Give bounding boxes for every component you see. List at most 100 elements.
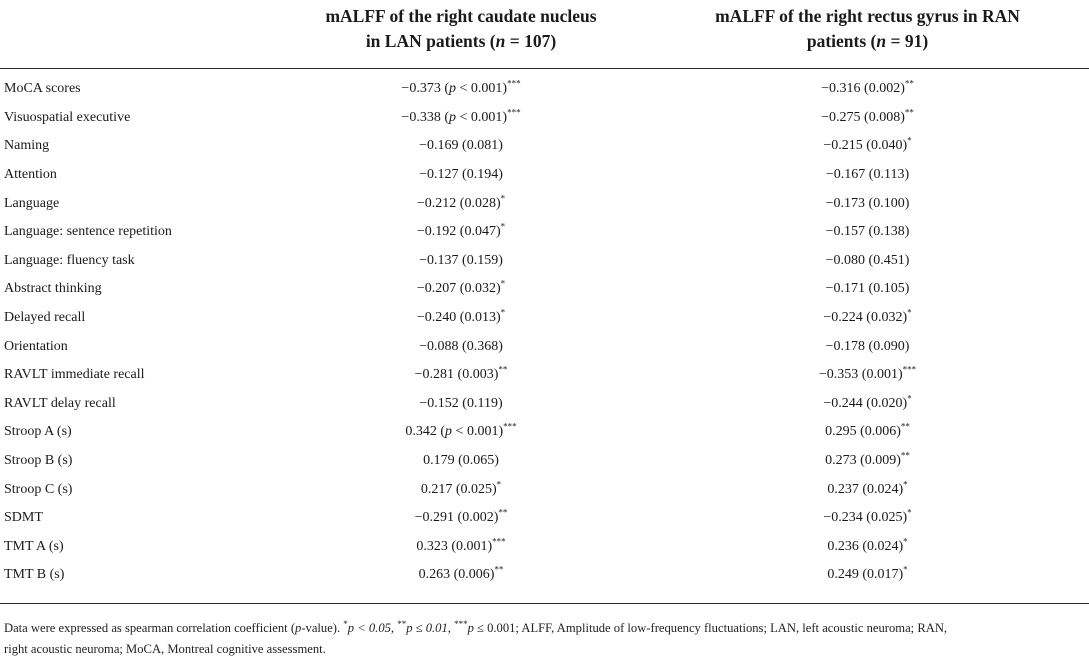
cell-lan: 0.217 (0.025)* <box>276 475 646 504</box>
cell-ran-coef: −0.157 <box>825 224 866 240</box>
cell-ran-significance: * <box>907 135 912 146</box>
cell-ran: 0.236 (0.024)* <box>646 533 1089 562</box>
cell-ran-significance: * <box>903 536 908 547</box>
cell-ran-pvalue: (0.090) <box>868 338 910 354</box>
cell-lan: 0.263 (0.006)** <box>276 561 646 594</box>
footnote-sig-2: ** <box>397 618 407 629</box>
table-row: Visuospatial executive −0.338 (p < 0.001)… <box>0 104 1089 133</box>
cell-lan-pvalue: (0.368) <box>462 338 503 354</box>
correlation-table: mALFF of the right caudate nucleus in LA… <box>0 6 1089 594</box>
row-label: RAVLT immediate recall <box>4 367 145 383</box>
row-label: Naming <box>4 138 50 154</box>
cell-ran-pvalue: (0.002) <box>864 81 905 97</box>
footnote-sig-3: *** <box>454 618 468 629</box>
header-ran-line2-pre: patients ( <box>806 31 877 51</box>
cell-lan: 0.323 (0.001)*** <box>276 533 646 562</box>
cell-lan-significance: ** <box>498 507 508 518</box>
cell-ran-coef: 0.295 <box>825 424 857 440</box>
cell-ran-significance: ** <box>904 107 914 118</box>
cell-ran-pvalue: (0.020) <box>866 395 908 411</box>
row-label: Stroop B (s) <box>4 453 73 469</box>
footnote-line1: Data were expressed as spearman correlat… <box>4 618 1084 639</box>
cell-lan: −0.240 (0.013)* <box>276 304 646 333</box>
cell-ran-coef: −0.353 <box>818 367 859 383</box>
cell-ran-coef: −0.275 <box>821 109 861 125</box>
header-ran-n-rest: = 91) <box>886 31 929 51</box>
table-row: Language: sentence repetition −0.192 (0.0… <box>0 218 1089 247</box>
cell-lan-coef: −0.373 <box>401 81 441 97</box>
cell-lan: −0.152 (0.119) <box>276 390 646 419</box>
cell-lan: −0.373 (p < 0.001)*** <box>276 69 646 104</box>
cell-ran: −0.234 (0.025)* <box>646 504 1089 533</box>
cell-ran-significance: * <box>907 507 912 518</box>
cell-ran-significance: * <box>903 564 908 575</box>
row-label: Delayed recall <box>4 310 86 326</box>
cell-lan-significance: *** <box>507 107 521 118</box>
table-row: Attention −0.127 (0.194) −0.167 (0.113) <box>0 161 1089 190</box>
row-label: Stroop A (s) <box>4 424 72 440</box>
table-row: Abstract thinking −0.207 (0.032)* −0.171 (… <box>0 275 1089 304</box>
footnote-t1: p < 0.05, <box>347 621 398 635</box>
cell-lan-pvalue: (0.025) <box>455 481 497 497</box>
cell-ran-significance: ** <box>900 450 910 461</box>
cell-ran-pvalue: (0.017) <box>862 567 904 583</box>
cell-ran-pvalue: (0.024) <box>862 538 904 554</box>
footnote-text-a: Data were expressed as spearman correlat… <box>4 621 296 635</box>
cell-ran: −0.275 (0.008)** <box>646 104 1089 133</box>
cell-ran-pvalue: (0.008) <box>864 109 905 125</box>
cell-lan-significance: *** <box>492 536 506 547</box>
row-label: Stroop C (s) <box>4 481 73 497</box>
cell-lan-significance: *** <box>503 421 517 432</box>
cell-lan-significance: *** <box>507 78 521 89</box>
cell-ran-coef: −0.224 <box>823 310 863 326</box>
cell-lan-pvalue: (0.003) <box>457 367 499 383</box>
table-row: Language: fluency task −0.137 (0.159) −0.0… <box>0 247 1089 276</box>
cell-ran-pvalue: (0.040) <box>866 138 908 154</box>
cell-lan-coef: −0.192 <box>416 224 457 240</box>
cell-lan-coef: −0.169 <box>419 138 459 154</box>
cell-lan: −0.088 (0.368) <box>276 332 646 361</box>
cell-ran-coef: −0.167 <box>825 167 866 183</box>
cell-lan-significance: * <box>500 193 506 204</box>
footnote-sig-1: * <box>343 618 348 629</box>
cell-lan-significance: * <box>500 278 506 289</box>
cell-ran: −0.167 (0.113) <box>646 161 1089 190</box>
cell-lan-coef: −0.207 <box>416 281 457 297</box>
cell-ran-significance: * <box>907 393 912 404</box>
cell-ran: −0.080 (0.451) <box>646 247 1089 276</box>
cell-lan-pvalue: (0.119) <box>462 395 503 411</box>
cell-ran: 0.249 (0.017)* <box>646 561 1089 594</box>
footnote-p-var: p <box>295 621 302 635</box>
cell-ran: 0.273 (0.009)** <box>646 447 1089 476</box>
table-row: RAVLT immediate recall −0.281 (0.003)** −0… <box>0 361 1089 390</box>
cell-ran: −0.353 (0.001)*** <box>646 361 1089 390</box>
table-bottom-rule <box>0 603 1089 604</box>
row-label: SDMT <box>4 510 43 526</box>
cell-ran: −0.224 (0.032)* <box>646 304 1089 333</box>
cell-ran-coef: −0.244 <box>823 395 863 411</box>
cell-ran-significance: *** <box>902 364 917 375</box>
table-row: RAVLT delay recall −0.152 (0.119) −0.244 (… <box>0 390 1089 419</box>
cell-lan-pvalue: (0.194) <box>462 167 503 183</box>
cell-lan: −0.281 (0.003)** <box>276 361 646 390</box>
row-label: TMT A (s) <box>4 538 64 554</box>
cell-lan-pvalue: (0.013) <box>459 310 501 326</box>
cell-ran-pvalue: (0.001) <box>861 367 903 383</box>
cell-lan: −0.207 (0.032)* <box>276 275 646 304</box>
cell-ran-coef: −0.178 <box>825 338 866 354</box>
cell-ran-coef: 0.273 <box>825 453 857 469</box>
table-row: Stroop C (s) 0.217 (0.025)* 0.237 (0.024)* <box>0 475 1089 504</box>
cell-lan-significance: * <box>500 307 506 318</box>
cell-ran: −0.244 (0.020)* <box>646 390 1089 419</box>
table-row: Delayed recall −0.240 (0.013)* −0.224 (0.0… <box>0 304 1089 333</box>
table-row: Stroop B (s) 0.179 (0.065) 0.273 (0.009)** <box>0 447 1089 476</box>
results-table-container: mALFF of the right caudate nucleus in LA… <box>0 6 1089 594</box>
cell-ran-coef: 0.249 <box>827 567 859 583</box>
table-row: SDMT −0.291 (0.002)** −0.234 (0.025)* <box>0 504 1089 533</box>
cell-ran-pvalue: (0.451) <box>868 252 910 268</box>
cell-lan-significance: * <box>496 478 502 489</box>
cell-ran-pvalue: (0.024) <box>862 481 904 497</box>
cell-lan-pvalue: (0.001) <box>451 538 493 554</box>
table-row: Stroop A (s) 0.342 (p < 0.001)*** 0.295 (0… <box>0 418 1089 447</box>
cell-ran-pvalue: (0.009) <box>860 453 901 469</box>
